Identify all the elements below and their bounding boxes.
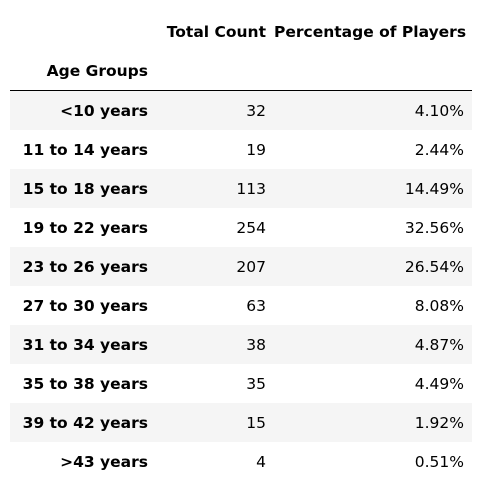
cell-total-count: 254: [236, 218, 266, 237]
row-label: >43 years: [60, 452, 148, 471]
table-row: 11 to 14 years 19 2.44%: [10, 130, 472, 169]
cell-percentage: 4.87%: [414, 335, 464, 354]
cell-percentage: 14.49%: [404, 179, 464, 198]
cell-total-count: 38: [246, 335, 266, 354]
table-header: Total Count Percentage of Players Age Gr…: [10, 12, 472, 91]
column-header-percentage: Percentage of Players: [274, 22, 467, 41]
age-groups-table: Total Count Percentage of Players Age Gr…: [10, 12, 472, 481]
table-body: <10 years 32 4.10% 11 to 14 years 19 2.44% 15 …: [10, 90, 472, 481]
table-row: 39 to 42 years 15 1.92%: [10, 403, 472, 442]
table-row: 15 to 18 years 113 14.49%: [10, 169, 472, 208]
cell-total-count: 35: [246, 374, 266, 393]
row-label: 11 to 14 years: [22, 140, 148, 159]
cell-percentage: 0.51%: [414, 452, 464, 471]
index-name-row: Age Groups: [10, 51, 472, 91]
row-label: 27 to 30 years: [22, 296, 148, 315]
cell-total-count: 4: [256, 452, 266, 471]
column-header-row: Total Count Percentage of Players: [10, 12, 472, 51]
index-name-spacer: [156, 51, 274, 91]
cell-percentage: 4.10%: [414, 101, 464, 120]
table-row: 27 to 30 years 63 8.08%: [10, 286, 472, 325]
header-corner-cell: [10, 12, 156, 51]
table-row: 31 to 34 years 38 4.87%: [10, 325, 472, 364]
row-label: 35 to 38 years: [22, 374, 148, 393]
column-header-total-count: Total Count: [166, 22, 266, 41]
index-name-spacer: [274, 51, 472, 91]
cell-total-count: 113: [236, 179, 266, 198]
row-label: 15 to 18 years: [22, 179, 148, 198]
table-row: 35 to 38 years 35 4.49%: [10, 364, 472, 403]
dataframe-container: Total Count Percentage of Players Age Gr…: [10, 12, 472, 481]
cell-percentage: 1.92%: [414, 413, 464, 432]
cell-percentage: 8.08%: [414, 296, 464, 315]
cell-total-count: 207: [236, 257, 266, 276]
cell-total-count: 32: [246, 101, 266, 120]
cell-total-count: 15: [246, 413, 266, 432]
cell-total-count: 63: [246, 296, 266, 315]
row-label: 31 to 34 years: [22, 335, 148, 354]
cell-percentage: 2.44%: [414, 140, 464, 159]
table-row: 19 to 22 years 254 32.56%: [10, 208, 472, 247]
table-row: 23 to 26 years 207 26.54%: [10, 247, 472, 286]
table-row: >43 years 4 0.51%: [10, 442, 472, 481]
index-name-header: Age Groups: [10, 51, 156, 91]
row-label: 23 to 26 years: [22, 257, 148, 276]
row-label: 39 to 42 years: [22, 413, 148, 432]
table-row: <10 years 32 4.10%: [10, 90, 472, 130]
cell-percentage: 26.54%: [404, 257, 464, 276]
row-label: <10 years: [60, 101, 148, 120]
row-label: 19 to 22 years: [22, 218, 148, 237]
cell-total-count: 19: [246, 140, 266, 159]
cell-percentage: 4.49%: [414, 374, 464, 393]
cell-percentage: 32.56%: [404, 218, 464, 237]
